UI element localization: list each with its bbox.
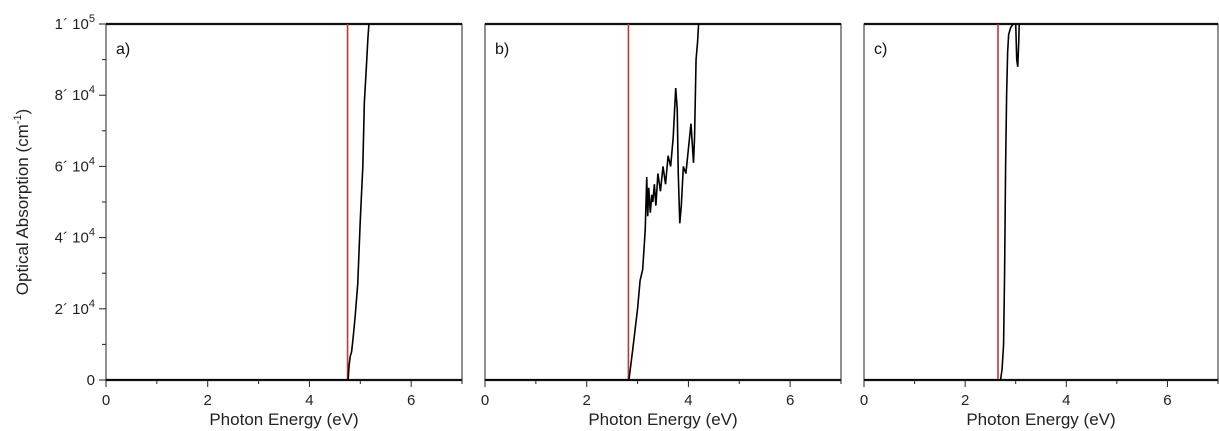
x-tick-label: 4 bbox=[305, 392, 313, 409]
panel-3: 0 2 4 6 Photon Energy (eV) c) bbox=[860, 22, 1219, 429]
y-tick-label: 4´ 104 bbox=[55, 227, 95, 247]
x-tick-label: 0 bbox=[860, 392, 868, 409]
tick-mantissa: 1´ 10 bbox=[55, 16, 89, 33]
panel-label: a) bbox=[116, 41, 130, 58]
x-axis-title: Photon Energy (eV) bbox=[588, 410, 737, 429]
y-tick-label: 0 bbox=[87, 372, 95, 389]
absorption-series-line bbox=[106, 24, 370, 380]
tick-mantissa: 4´ 10 bbox=[55, 230, 89, 247]
x-axis-title: Photon Energy (eV) bbox=[966, 410, 1115, 429]
tick-exponent: 4 bbox=[89, 84, 95, 96]
y-tick-label: 6´ 104 bbox=[55, 155, 95, 175]
plot-frame bbox=[105, 23, 463, 381]
y-axis-title: Optical Absorption (cm-1) bbox=[12, 109, 32, 295]
x-tick-label: 2 bbox=[583, 392, 591, 409]
y-tick-label: 1´ 105 bbox=[55, 13, 95, 33]
plot-frame bbox=[484, 23, 842, 381]
y-title-end: ) bbox=[13, 109, 32, 115]
tick-exponent: 4 bbox=[89, 227, 95, 239]
panel-label: c) bbox=[874, 41, 887, 58]
x-tick-label: 2 bbox=[204, 392, 212, 409]
x-tick-label: 0 bbox=[481, 392, 489, 409]
tick-mantissa: 6´ 10 bbox=[55, 158, 89, 175]
tick-mantissa: 8´ 10 bbox=[55, 87, 89, 104]
x-tick-label: 4 bbox=[684, 392, 692, 409]
y-tick-label: 8´ 104 bbox=[55, 84, 95, 104]
x-tick-label: 6 bbox=[786, 392, 794, 409]
x-tick-label: 6 bbox=[407, 392, 415, 409]
tick-exponent: 4 bbox=[89, 298, 95, 310]
panel-label: b) bbox=[495, 41, 509, 58]
tick-exponent: 5 bbox=[89, 13, 95, 25]
x-tick-label: 2 bbox=[961, 392, 969, 409]
y-title-main: Optical Absorption (cm bbox=[13, 124, 32, 295]
x-axis-title: Photon Energy (eV) bbox=[209, 410, 358, 429]
tick-exponent: 4 bbox=[89, 155, 95, 167]
absorption-series-line bbox=[864, 24, 1021, 380]
y-tick-label: 2´ 104 bbox=[55, 298, 95, 318]
x-tick-label: 6 bbox=[1163, 392, 1171, 409]
tick-mantissa: 2´ 10 bbox=[55, 301, 89, 318]
panel-2: 0 2 4 6 Photon Energy (eV) b) bbox=[481, 22, 842, 429]
plot-frame bbox=[863, 23, 1219, 381]
x-tick-label: 4 bbox=[1062, 392, 1070, 409]
y-title-sup: -1 bbox=[12, 114, 24, 124]
x-tick-label: 0 bbox=[102, 392, 110, 409]
absorption-series-line bbox=[485, 24, 700, 380]
